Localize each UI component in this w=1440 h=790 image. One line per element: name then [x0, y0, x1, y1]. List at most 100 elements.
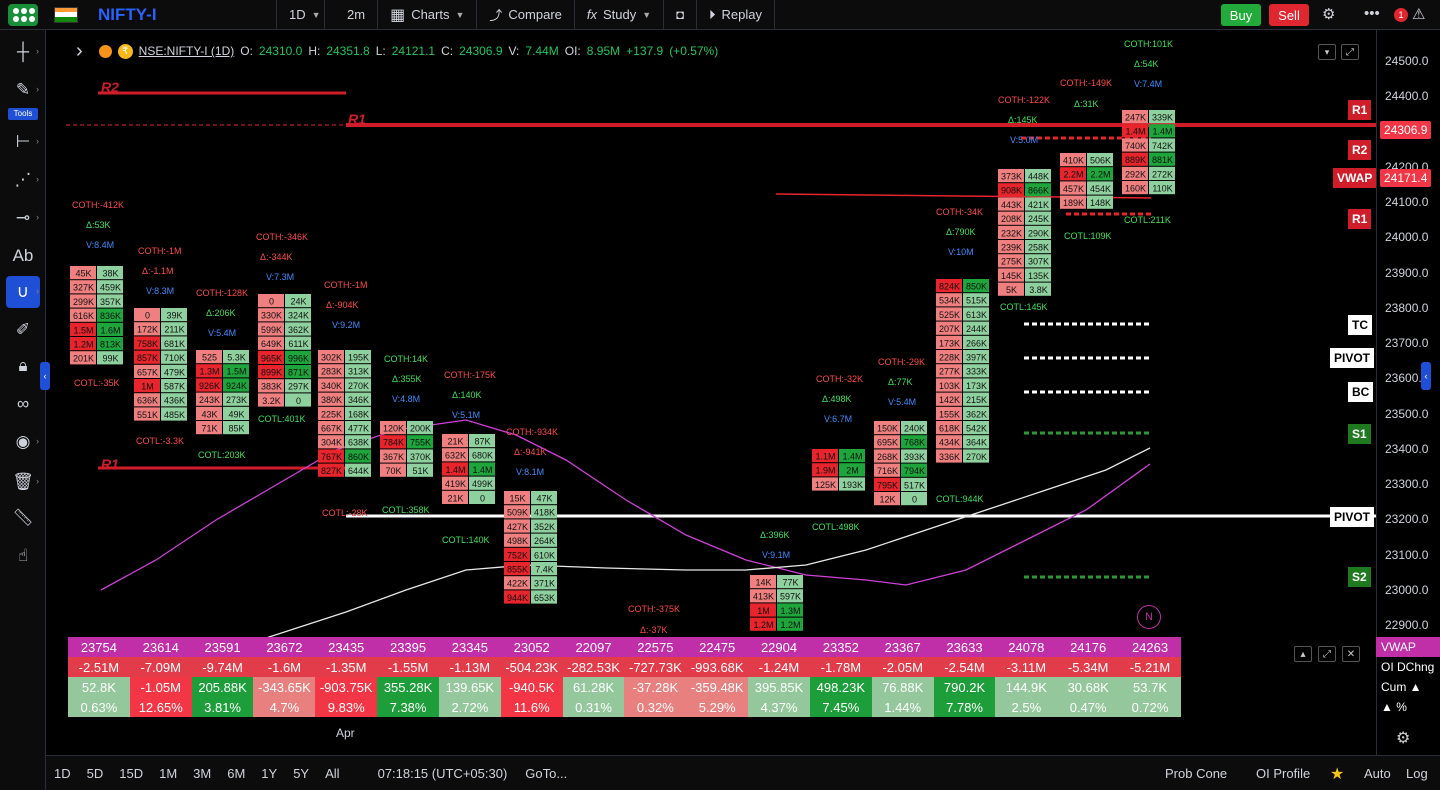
footprint-bid-value: 667K: [321, 424, 342, 434]
footprint-bid-value: 632K: [445, 451, 466, 461]
collapse-left-icon[interactable]: ‹: [40, 362, 50, 390]
chevron-right-icon[interactable]: ›: [36, 136, 39, 146]
price-tick: 23000.0: [1385, 582, 1429, 597]
buy-button[interactable]: Buy: [1221, 4, 1261, 26]
footprint-ask-cell: [777, 575, 803, 589]
footprint-ask-cell: [223, 392, 249, 406]
trash-icon[interactable]: 🗑︎: [12, 472, 34, 491]
brush-icon[interactable]: ✐: [15, 320, 31, 339]
lock-icon[interactable]: 🔒︎: [18, 356, 28, 375]
range-5d[interactable]: 5D: [86, 765, 104, 781]
oi-change-cell: -5.21M: [1119, 657, 1181, 677]
oi-change-cell: -1.6M: [253, 657, 316, 677]
footprint-ask-cell: [963, 350, 989, 364]
footprint-bid-cell: [750, 603, 776, 617]
goto-button[interactable]: GoTo...: [525, 765, 568, 781]
more-options-icon[interactable]: •••: [1364, 5, 1380, 22]
footprint-bid-value: 509K: [507, 508, 528, 518]
currency-icon: ₹: [117, 43, 133, 59]
chart-area[interactable]: R2 R1 R1 45K 38K 327K 459K 299K 357K 616K 836K 1.5M…: [46, 30, 1376, 755]
footprint-ask-value: 613K: [966, 310, 987, 320]
range-15d[interactable]: 15D: [119, 765, 144, 781]
footprint-bid-value: 1.5M: [73, 325, 93, 335]
cum-cell: 790.2K: [933, 677, 996, 697]
chevron-right-icon[interactable]: ›: [36, 84, 39, 94]
eye-icon[interactable]: ◉: [15, 432, 31, 451]
log-scale-button[interactable]: Log: [1406, 766, 1428, 781]
app-logo[interactable]: [0, 0, 46, 30]
symbol-search[interactable]: NIFTY-I: [98, 4, 157, 24]
measure-icon[interactable]: ⊸: [15, 208, 31, 227]
range-6m[interactable]: 6M: [227, 765, 246, 781]
interval-dropdown[interactable]: 1D ▼: [276, 0, 324, 30]
footprint-bid-cell: [318, 449, 344, 463]
prob-cone-button[interactable]: Prob Cone: [1165, 766, 1228, 781]
chart-badge[interactable]: N: [1137, 605, 1161, 629]
expand-icon[interactable]: ⤢: [1318, 646, 1336, 662]
footprint-bid-cell: [134, 308, 160, 322]
sub-interval-button[interactable]: 2m: [324, 0, 377, 30]
footprint-ask-cell: [901, 477, 927, 491]
pct-cell: 0.32%: [624, 697, 687, 717]
collapse-right-icon[interactable]: ‹: [1421, 362, 1431, 390]
cum-cell: 498.23K: [809, 677, 872, 697]
chevron-right-icon[interactable]: ›: [36, 174, 39, 184]
footprint-bid-cell: [998, 169, 1024, 183]
text-tool-icon[interactable]: Ab: [12, 246, 34, 265]
range-5y[interactable]: 5Y: [293, 765, 310, 781]
alert-icon[interactable]: ⚠: [1412, 6, 1426, 23]
range-all[interactable]: All: [325, 765, 340, 781]
compare-button[interactable]: ⤴ Compare: [476, 0, 573, 30]
pattern-icon[interactable]: ⋰: [14, 170, 32, 189]
pencil-icon[interactable]: ✎: [15, 80, 31, 99]
link-icon[interactable]: ∞: [16, 394, 30, 413]
footprint-ask-cell: [223, 421, 249, 435]
expand-icon[interactable]: ⤢: [1341, 44, 1359, 60]
range-1y[interactable]: 1Y: [261, 765, 278, 781]
oi-change-cell: -993.68K: [686, 657, 749, 677]
collapse-legend-icon[interactable]: ›: [76, 39, 83, 62]
range-3m[interactable]: 3M: [193, 765, 212, 781]
sell-button[interactable]: Sell: [1269, 4, 1309, 26]
close-icon[interactable]: ✕: [1342, 646, 1360, 662]
charts-menu[interactable]: ▦ Charts ▼: [377, 0, 476, 30]
chevron-down-icon[interactable]: ▾: [1318, 44, 1336, 60]
trendline-icon[interactable]: ⊢: [15, 132, 31, 151]
camera-button[interactable]: ◘: [663, 0, 696, 30]
chevron-right-icon[interactable]: ›: [36, 436, 39, 446]
chevron-right-icon[interactable]: ›: [36, 212, 39, 222]
ruler-icon[interactable]: 📏︎: [12, 508, 34, 527]
auto-scale-button[interactable]: Auto: [1364, 766, 1391, 781]
range-1m[interactable]: 1M: [159, 765, 178, 781]
footprint-ask-cell: [531, 547, 557, 561]
chevron-right-icon[interactable]: ›: [36, 46, 39, 56]
magnet-icon[interactable]: ∪: [6, 276, 40, 308]
cursor-hand-icon[interactable]: ☝: [17, 546, 29, 565]
cum-cell: 76.88K: [871, 677, 934, 697]
oi-change-cell: -9.74M: [191, 657, 254, 677]
footprint-ask-cell: [531, 562, 557, 576]
settings-icon[interactable]: ⚙: [1396, 730, 1411, 747]
chevron-up-icon[interactable]: ▴: [1294, 646, 1312, 662]
gear-icon[interactable]: ⚙: [1322, 6, 1336, 23]
oi-profile-button[interactable]: OI Profile: [1256, 766, 1311, 781]
price-axis[interactable]: 24500.0 24400.0 24200.0 24100.0 24000.0 23900…: [1376, 30, 1440, 755]
chevron-right-icon[interactable]: ›: [36, 476, 39, 486]
footprint-bid-value: 1.3M: [199, 367, 219, 377]
footprint-chart[interactable]: R2 R1 R1 45K 38K 327K 459K 299K 357K 616K 836K 1.5M…: [46, 30, 1376, 755]
study-menu[interactable]: fx Study ▼: [573, 0, 663, 30]
crosshair-icon[interactable]: ┼: [16, 42, 30, 61]
legend-symbol[interactable]: NSE:NIFTY-I (1D): [138, 44, 235, 58]
footprint-bid-cell: [504, 562, 530, 576]
grid-icon: ▦: [390, 6, 406, 24]
chevron-right-icon[interactable]: ›: [36, 286, 39, 296]
footprint-bid-cell: [196, 392, 222, 406]
notification-badge[interactable]: 1: [1394, 8, 1408, 22]
range-1d[interactable]: 1D: [54, 765, 71, 781]
cot-annotation: V:4.8M: [392, 394, 420, 404]
footprint-bid-cell: [442, 448, 468, 462]
footprint-bid-value: 1.1M: [815, 452, 835, 462]
footprint-bid-value: 1M: [757, 606, 770, 616]
star-icon[interactable]: ★: [1330, 766, 1345, 783]
replay-button[interactable]: ⏵ Replay: [696, 0, 776, 30]
